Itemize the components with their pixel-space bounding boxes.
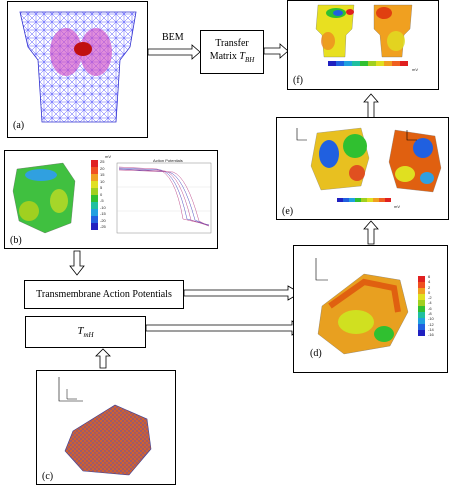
- transfer-subscript: BH: [244, 56, 255, 64]
- arrow-bem: [147, 44, 201, 60]
- colorbar-b-tick: 25: [100, 159, 105, 164]
- arrow-e-to-f: [363, 93, 379, 119]
- panel-d: 6 4 2 0 -2 -4 -6 -8 -10 -12 -14 -16 (d): [293, 245, 448, 373]
- epicardial-map-image: [296, 127, 442, 202]
- label-c: (c): [42, 471, 54, 482]
- colorbar-b-tick: 0: [100, 191, 103, 197]
- colorbar-d: [418, 276, 425, 336]
- plot-b-title: Action Potentials: [153, 158, 183, 163]
- label-f: (f): [293, 75, 303, 86]
- colorbar-d-tick: 2: [428, 284, 431, 290]
- label-a: (a): [13, 120, 25, 131]
- colorbar-e: [337, 198, 391, 202]
- colorbar-d-tick: -12: [428, 321, 434, 327]
- arrow-tap-to-d: [183, 285, 301, 301]
- panel-e: mV (e): [276, 117, 449, 220]
- panel-f: mV (f): [287, 0, 439, 90]
- arrow-c-to-tmh: [95, 348, 111, 369]
- colorbar-b-ticks: 25 20 15 10 5 0 -5 -10 -15 -20 -25: [100, 159, 112, 231]
- colorbar-d-tick: -10: [428, 316, 434, 322]
- arrow-transfer-to-f: [263, 43, 289, 59]
- colorbar-b-tick: 15: [100, 172, 105, 177]
- colorbar-f: [328, 61, 408, 66]
- colorbar-d-tick: -16: [428, 332, 434, 338]
- tmh-box: TmH: [25, 316, 146, 348]
- body-surface-map-image: [315, 4, 413, 66]
- colorbar-d-tick: -2: [428, 295, 432, 301]
- colorbar-b-tick: -25: [100, 224, 106, 229]
- panel-c: (c): [36, 370, 176, 485]
- transfer-line1: Transfer: [215, 38, 249, 49]
- colorbar-d-tick: 0: [428, 289, 431, 295]
- tmh-symbol: T: [77, 324, 84, 337]
- colorbar-d-tick: -4: [428, 300, 432, 306]
- colorbar-b: [91, 160, 98, 230]
- label-d: (d): [310, 348, 322, 359]
- unit-e: mV: [394, 204, 400, 209]
- label-b: (b): [10, 235, 22, 246]
- transfer-symbol: T: [239, 51, 245, 62]
- tap-label: Transmembrane Action Potentials: [36, 289, 172, 300]
- tmh-subscript: mH: [83, 331, 94, 340]
- tap-box: Transmembrane Action Potentials: [24, 280, 184, 309]
- arrow-tmh-to-d: [145, 320, 305, 336]
- colorbar-b-tick: 5: [100, 185, 103, 190]
- arrow-b-to-tap: [69, 250, 85, 276]
- panel-a: (a): [7, 1, 148, 138]
- arrow-d-to-e: [363, 220, 379, 245]
- colorbar-d-tick: 4: [428, 279, 431, 285]
- bem-label: BEM: [162, 32, 184, 43]
- unit-b: mV: [105, 154, 111, 159]
- ap-curves: [118, 166, 210, 227]
- colorbar-b-tick: -5: [100, 198, 104, 203]
- colorbar-b-tick: -10: [100, 204, 106, 210]
- colorbar-d-tick: -8: [428, 311, 432, 317]
- heart-map-d-image: [315, 258, 409, 355]
- colorbar-d-tick: -14: [428, 326, 434, 332]
- colorbar-d-ticks: 6 4 2 0 -2 -4 -6 -8 -10 -12 -14 -16: [428, 274, 442, 338]
- action-potentials-plot: [116, 162, 212, 234]
- colorbar-d-tick: 6: [428, 274, 431, 279]
- colorbar-b-tick: 20: [100, 165, 105, 171]
- colorbar-b-tick: 10: [100, 178, 105, 184]
- colorbar-d-tick: -6: [428, 305, 432, 311]
- transfer-matrix-box: Transfer Matrix TBH: [200, 30, 264, 74]
- colorbar-b-tick: -15: [100, 211, 106, 216]
- tmh-label: TmH: [77, 325, 93, 339]
- transfer-line2: Matrix TBH: [210, 50, 255, 67]
- torso-mesh-image: [19, 11, 137, 123]
- heart-mesh-image: [58, 377, 152, 476]
- unit-f: mV: [412, 67, 418, 72]
- transfer-matrix-word: Matrix: [209, 51, 240, 62]
- colorbar-b-tick: -20: [100, 217, 106, 223]
- label-e: (e): [282, 206, 294, 217]
- heart-map-b-image: [12, 162, 76, 234]
- panel-b: 25 20 15 10 5 0 -5 -10 -15 -20 -25 mV Ac…: [4, 150, 218, 249]
